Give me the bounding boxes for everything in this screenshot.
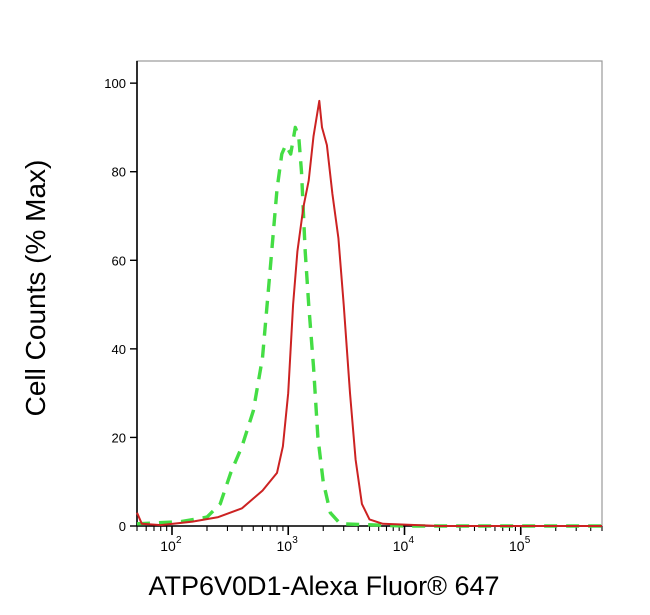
y-tick-label: 0 [119, 519, 126, 534]
x-tick-label: 10 [509, 538, 525, 554]
x-tick-exponent: 2 [176, 535, 182, 546]
plot-frame [136, 60, 603, 527]
y-tick-label: 40 [112, 342, 126, 357]
y-tick-label: 80 [112, 165, 126, 180]
x-tick-label: 10 [393, 538, 409, 554]
y-ticks: 0 20 40 60 80 100 [104, 76, 137, 534]
x-ticks: 10 2 10 3 10 4 10 5 [136, 526, 603, 554]
y-axis-label: Cell Counts (% Max) [20, 160, 51, 417]
x-tick-exponent: 3 [292, 535, 298, 546]
x-tick-exponent: 4 [408, 535, 414, 546]
y-tick-label: 100 [104, 76, 126, 91]
y-tick-label: 20 [112, 430, 126, 445]
x-tick-exponent: 5 [525, 535, 531, 546]
x-tick-label: 10 [160, 538, 176, 554]
series-line-dashed [136, 125, 602, 528]
series-lines [136, 99, 602, 528]
y-tick-label: 60 [112, 253, 126, 268]
x-tick-label: 10 [276, 538, 292, 554]
x-axis-label: ATP6V0D1-Alexa Fluor® 647 [148, 571, 499, 601]
series-line-solid [136, 99, 602, 527]
